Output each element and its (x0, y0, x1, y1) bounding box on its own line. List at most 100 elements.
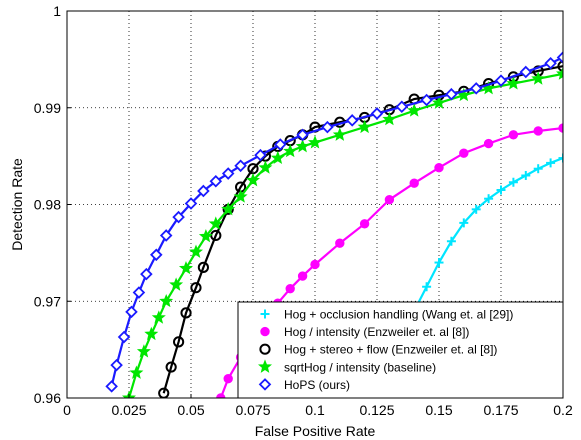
series-5 (105, 51, 563, 393)
data-point (117, 330, 131, 344)
legend-entry: Hog + occlusion handling (Wang et. al [2… (260, 308, 513, 322)
data-point (310, 259, 320, 270)
data-point (258, 160, 273, 174)
y-tick-label: 0.96 (34, 390, 61, 406)
x-tick-label: 0.175 (483, 402, 518, 418)
data-point (308, 135, 322, 149)
data-point (197, 261, 209, 273)
data-point (184, 197, 198, 210)
x-tick-label: 0.1 (305, 402, 325, 418)
data-point (359, 219, 370, 229)
data-point (105, 380, 118, 393)
data-point (151, 310, 166, 324)
data-point (345, 114, 359, 127)
data-point (556, 66, 563, 80)
data-point (223, 373, 233, 384)
data-point (546, 158, 556, 168)
legend-label: Hog + occlusion handling (Wang et. al [2… (284, 308, 513, 322)
data-point (321, 120, 334, 134)
data-point (129, 365, 144, 379)
data-point (335, 238, 345, 248)
legend-marker (258, 359, 272, 373)
data-point (407, 103, 422, 117)
data-point (409, 178, 419, 188)
data-point (165, 361, 177, 373)
legend-marker (258, 378, 272, 391)
x-tick-label: 0 (63, 402, 71, 418)
legend-entry: Hog / intensity (Enzweiler et. al [8]) (260, 325, 469, 339)
data-point (508, 177, 518, 187)
data-point (556, 51, 563, 64)
x-tick-label: 0.075 (235, 402, 270, 418)
data-point (469, 82, 483, 95)
data-point (233, 189, 248, 203)
legend-box (237, 301, 564, 399)
legend-entries: Hog + occlusion handling (Wang et. al [2… (258, 308, 513, 392)
data-point (531, 71, 546, 85)
data-point (297, 271, 308, 281)
data-point (494, 74, 508, 87)
data-point (370, 107, 384, 120)
data-point (197, 184, 210, 198)
data-point (189, 244, 204, 258)
data-point (459, 218, 469, 228)
data-point (159, 293, 174, 308)
legend-entry: sqrtHog / intensity (baseline) (258, 359, 436, 374)
y-tick-label: 1 (53, 3, 61, 19)
x-tick-label: 0.05 (177, 402, 204, 418)
data-point (382, 112, 397, 126)
series-line (110, 56, 563, 387)
data-point (209, 175, 223, 188)
x-tick-label: 0.025 (111, 402, 146, 418)
data-point (471, 204, 481, 214)
data-point (434, 258, 444, 268)
data-point (285, 283, 295, 294)
data-point (190, 282, 202, 294)
data-point (496, 185, 506, 195)
y-tick-label: 0.99 (34, 100, 61, 116)
legend-entry: HoPS (ours) (258, 378, 350, 392)
data-point (159, 229, 173, 242)
data-point (274, 138, 287, 151)
data-point (198, 229, 213, 243)
data-point (270, 150, 285, 164)
data-point (172, 210, 185, 224)
y-tick-label: 0.98 (34, 197, 61, 213)
data-point (459, 148, 469, 158)
data-point (422, 282, 432, 292)
data-point (533, 126, 543, 136)
series-4 (122, 66, 563, 398)
data-point (434, 163, 444, 173)
data-point (125, 305, 138, 319)
legend-label: HoPS (ours) (284, 378, 350, 392)
data-point (533, 164, 543, 174)
data-point (234, 159, 247, 173)
legend-marker (260, 326, 270, 337)
data-point (246, 172, 260, 187)
data-point (169, 277, 184, 291)
y-tick-label: 0.97 (34, 293, 61, 309)
plot-series (105, 51, 563, 398)
data-point (144, 326, 159, 341)
y-axis-title: Detection Rate (9, 158, 25, 251)
legend-marker (259, 343, 271, 355)
legend: Hog + occlusion handling (Wang et. al [2… (237, 301, 564, 399)
data-point (445, 87, 458, 101)
data-point (140, 267, 153, 281)
legend-marker (260, 309, 270, 319)
data-point (384, 194, 395, 205)
legend-entry: Hog + stereo + flow (Enzweiler et. al [8… (259, 343, 497, 357)
legend-label: Hog + stereo + flow (Enzweiler et. al [8… (284, 343, 497, 357)
data-point (558, 153, 563, 163)
data-point (221, 201, 236, 216)
data-point (508, 130, 519, 140)
data-point (557, 60, 563, 72)
data-point (178, 261, 193, 275)
axis-ticks: 0 0.025 0.05 0.075 0.1 0.125 0.15 0.175 0.2 0.96 0… (34, 3, 573, 418)
data-point (180, 307, 192, 319)
x-tick-label: 0.125 (359, 402, 394, 418)
data-point (136, 344, 151, 358)
data-point (332, 127, 347, 141)
data-point (484, 194, 494, 204)
